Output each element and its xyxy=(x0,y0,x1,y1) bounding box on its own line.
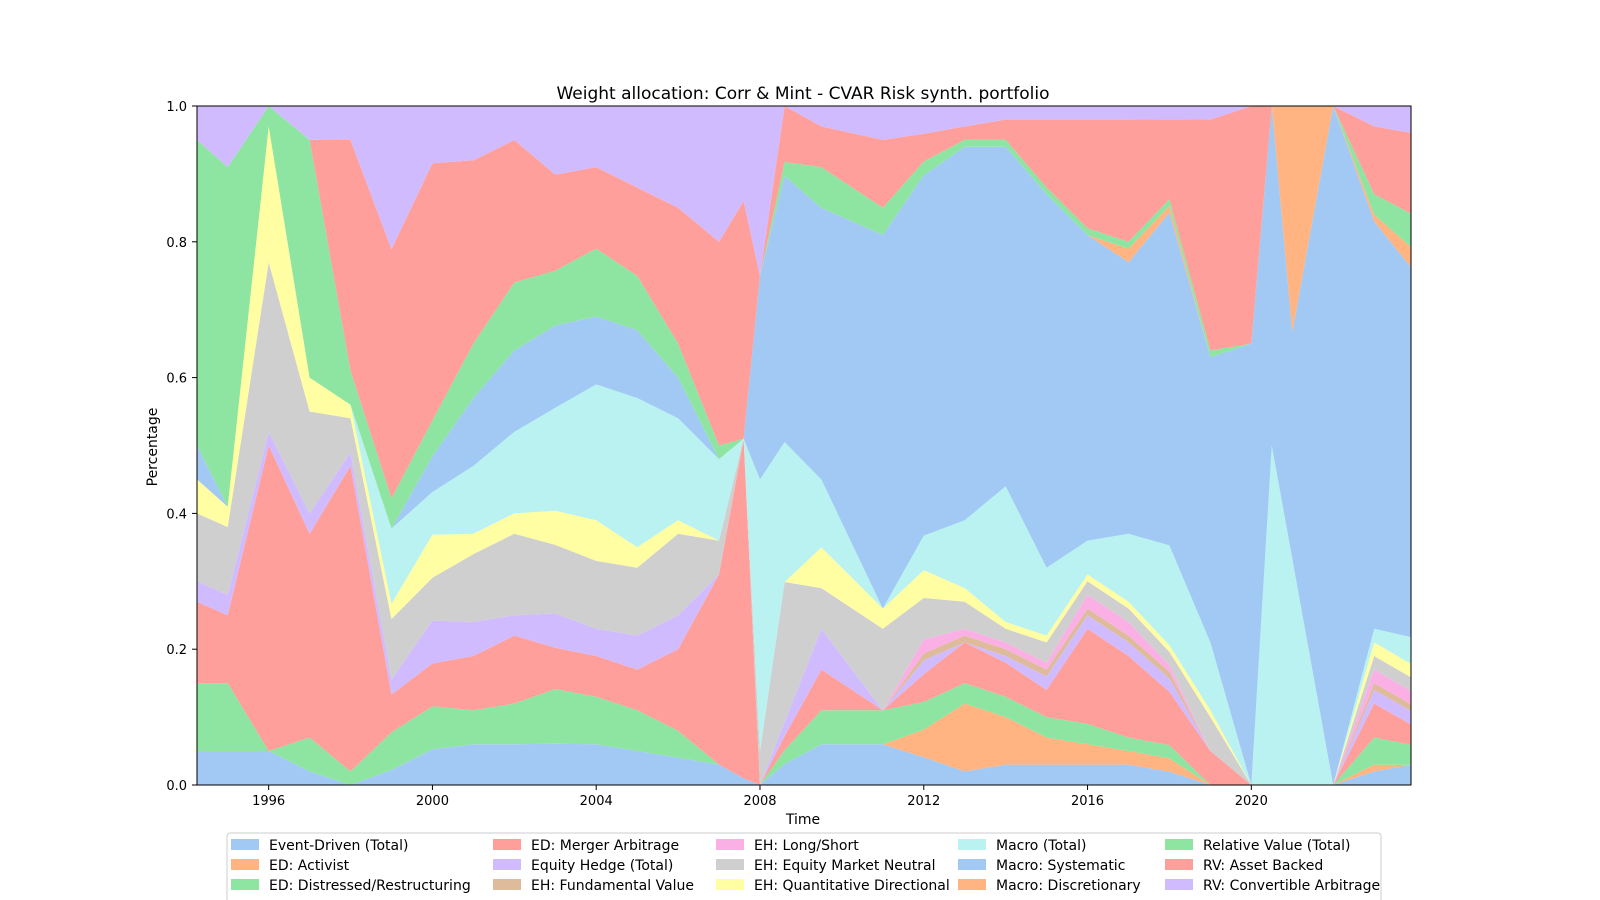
legend-label: ED: Distressed/Restructuring xyxy=(269,878,471,894)
legend-label: EH: Fundamental Value xyxy=(531,878,694,894)
legend: Event-Driven (Total) ED: Activist ED: Dist… xyxy=(226,832,1382,900)
y-axis: 0.0 0.2 0.4 0.6 0.8 1.0 xyxy=(166,100,197,794)
x-tick-label: 2020 xyxy=(1235,794,1268,809)
legend-label: Macro: Discretionary xyxy=(996,878,1141,894)
legend-label: ED: Merger Arbitrage xyxy=(531,838,679,854)
legend-swatch xyxy=(1165,839,1193,850)
y-tick-label: 1.0 xyxy=(166,100,187,115)
area-series-13 xyxy=(197,106,1411,499)
area-series-10 xyxy=(197,106,1411,785)
area-series-0 xyxy=(197,743,1411,785)
legend-label: EH: Quantitative Directional xyxy=(754,878,950,894)
area-layers xyxy=(197,106,1411,785)
y-axis-label: Percentage xyxy=(145,408,161,487)
legend-swatch xyxy=(958,839,986,850)
legend-label: ED: Activist xyxy=(269,858,350,874)
area-series-12 xyxy=(197,106,1411,529)
x-axis: 1996 2000 2004 2008 2012 2016 2020 xyxy=(252,785,1268,809)
y-tick-label: 0.6 xyxy=(166,372,187,387)
legend-label: Macro (Total) xyxy=(996,838,1086,854)
plot-frame xyxy=(196,105,1412,786)
x-tick-label: 2012 xyxy=(907,794,940,809)
x-axis-label: Time xyxy=(785,812,820,828)
x-tick-label: 2008 xyxy=(743,794,776,809)
x-tick-label: 2000 xyxy=(416,794,449,809)
x-tick-label: 2016 xyxy=(1071,794,1104,809)
chart-title: Weight allocation: Corr & Mint - CVAR Ri… xyxy=(556,84,1049,104)
legend-swatch xyxy=(958,859,986,870)
legend-swatch xyxy=(716,879,744,890)
legend-label: RV: Convertible Arbitrage xyxy=(1203,878,1380,894)
x-tick-label: 1996 xyxy=(252,794,285,809)
legend-swatch xyxy=(1165,879,1193,890)
area-series-2 xyxy=(197,683,1411,785)
x-tick-label: 2004 xyxy=(580,794,613,809)
area-series-3 xyxy=(197,438,1411,785)
y-tick-label: 0.4 xyxy=(166,507,187,522)
legend-label: EH: Equity Market Neutral xyxy=(754,858,936,874)
area-series-14 xyxy=(197,106,1411,276)
legend-swatch xyxy=(493,839,521,850)
legend-label: RV: Asset Backed xyxy=(1203,858,1323,874)
legend-label: Relative Value (Total) xyxy=(1203,838,1350,854)
legend-swatch xyxy=(958,879,986,890)
legend-swatch xyxy=(1165,859,1193,870)
legend-label: Macro: Systematic xyxy=(996,858,1125,874)
legend-swatch xyxy=(231,859,259,870)
legend-swatch xyxy=(493,859,521,870)
legend-swatch xyxy=(231,879,259,890)
legend-swatch xyxy=(231,839,259,850)
legend-swatch xyxy=(716,839,744,850)
legend-swatch xyxy=(716,859,744,870)
area-series-11 xyxy=(197,106,1411,529)
y-tick-label: 0.2 xyxy=(166,643,187,658)
y-tick-label: 0.0 xyxy=(166,779,187,794)
legend-label: EH: Long/Short xyxy=(754,838,859,854)
legend-label: Event-Driven (Total) xyxy=(269,838,408,854)
legend-swatch xyxy=(493,879,521,890)
legend-label: Equity Hedge (Total) xyxy=(531,858,673,874)
y-tick-label: 0.8 xyxy=(166,236,187,251)
area-series-9 xyxy=(197,126,1411,785)
